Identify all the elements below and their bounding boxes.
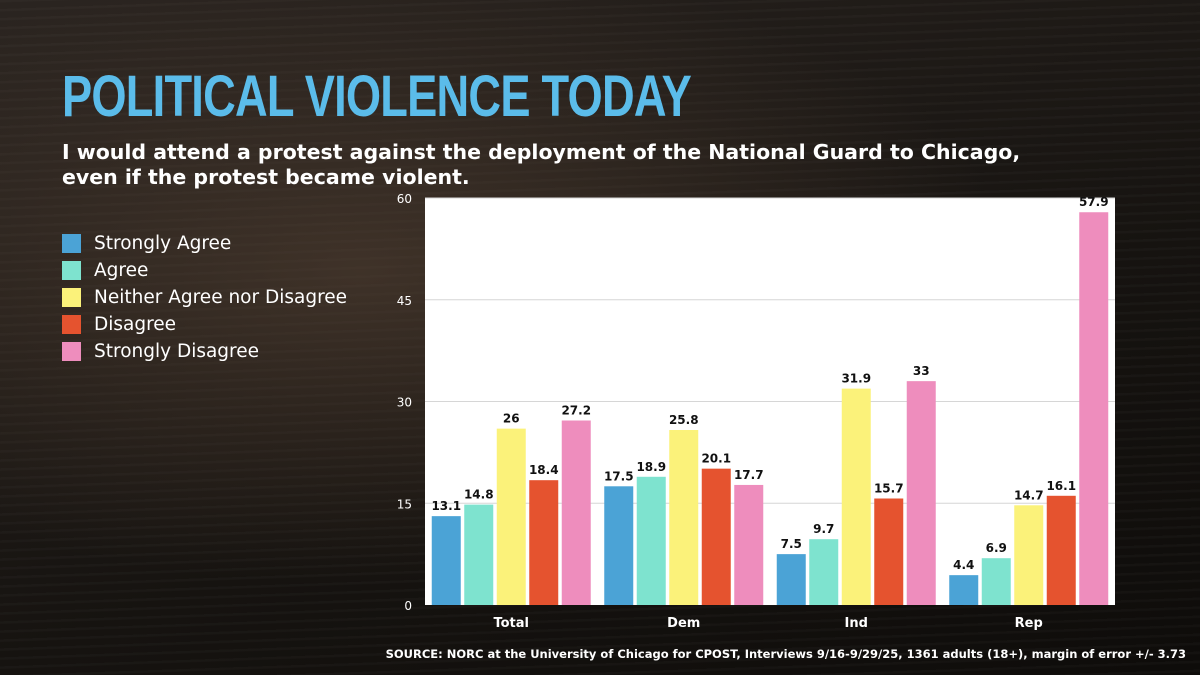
bar	[949, 575, 979, 605]
bar	[809, 539, 839, 605]
legend-label: Strongly Disagree	[94, 341, 260, 362]
bar	[734, 484, 764, 605]
legend-item-strongly-agree: Strongly Agree	[62, 230, 347, 257]
data-label: 20.1	[701, 452, 731, 466]
bar	[669, 429, 699, 605]
bar	[1014, 505, 1044, 605]
data-label: 6.9	[986, 541, 1007, 555]
bar	[1046, 495, 1076, 605]
bar	[636, 476, 666, 605]
legend-item-disagree: Disagree	[62, 311, 347, 338]
legend-swatch	[62, 288, 81, 307]
bar	[529, 480, 559, 605]
bar	[701, 468, 731, 605]
data-label: 31.9	[841, 372, 871, 386]
x-tick-label: Total	[493, 616, 529, 631]
data-label: 18.9	[636, 460, 666, 474]
legend-item-agree: Agree	[62, 257, 347, 284]
data-label: 17.5	[604, 469, 634, 483]
data-label: 27.2	[561, 403, 591, 417]
bar	[561, 420, 591, 605]
x-tick-label: Ind	[845, 616, 868, 631]
bar	[604, 486, 634, 605]
legend-swatch	[62, 315, 81, 334]
legend-label: Neither Agree nor Disagree	[94, 287, 348, 308]
data-label: 15.7	[874, 482, 904, 496]
bar	[496, 428, 526, 605]
y-tick-label: 45	[397, 294, 412, 308]
legend-swatch	[62, 261, 81, 280]
bar	[464, 504, 494, 605]
data-label: 16.1	[1046, 479, 1076, 493]
data-label: 57.9	[1079, 195, 1109, 209]
legend-item-strongly-disagree: Strongly Disagree	[62, 338, 347, 365]
bar	[776, 554, 806, 605]
source-note: SOURCE: NORC at the University of Chicag…	[385, 647, 1186, 661]
bar	[841, 388, 871, 605]
data-label: 18.4	[529, 463, 559, 477]
data-label: 14.7	[1014, 488, 1044, 502]
chart-legend: Strongly Agree Agree Neither Agree nor D…	[62, 230, 347, 365]
bar	[906, 381, 936, 605]
data-label: 25.8	[669, 413, 699, 427]
x-tick-label: Rep	[1015, 616, 1043, 631]
legend-label: Strongly Agree	[94, 233, 232, 254]
bar	[431, 516, 461, 605]
legend-swatch	[62, 234, 81, 253]
chart-subtitle: I would attend a protest against the dep…	[62, 140, 1021, 189]
x-tick-label: Dem	[667, 616, 700, 631]
data-label: 17.7	[734, 468, 764, 482]
y-tick-label: 15	[397, 497, 412, 511]
y-tick-label: 0	[404, 599, 412, 613]
legend-swatch	[62, 342, 81, 361]
y-tick-label: 30	[397, 396, 412, 410]
legend-label: Disagree	[94, 314, 177, 335]
data-label: 4.4	[953, 558, 974, 572]
legend-label: Agree	[94, 260, 149, 281]
bar	[981, 558, 1011, 605]
bar	[1079, 212, 1109, 605]
legend-item-neither: Neither Agree nor Disagree	[62, 284, 347, 311]
data-label: 14.8	[464, 488, 494, 502]
y-tick-label: 60	[397, 192, 412, 206]
page-title: POLITICAL VIOLENCE TODAY	[62, 64, 692, 129]
data-label: 7.5	[781, 537, 802, 551]
data-label: 33	[913, 364, 930, 378]
data-label: 13.1	[431, 499, 461, 513]
data-label: 26	[503, 412, 520, 426]
bar	[874, 498, 904, 605]
data-label: 9.7	[813, 522, 834, 536]
